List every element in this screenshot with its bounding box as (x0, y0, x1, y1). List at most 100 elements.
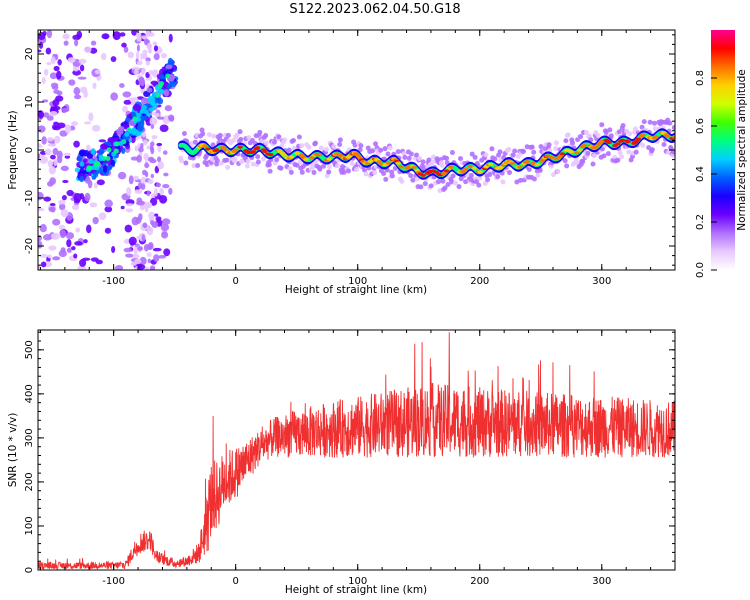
spectrogram-cell (487, 171, 493, 177)
spectrogram-cell (164, 105, 173, 112)
spectrogram-cell (168, 187, 173, 195)
spectrogram-cell (65, 232, 75, 240)
spectrogram-cell (225, 132, 231, 138)
spectrogram-cell (71, 246, 76, 251)
spectrogram-cell (128, 236, 137, 246)
spectrogram-cell (520, 148, 526, 154)
spectrogram-cell (122, 91, 132, 98)
spectrogram-cell (534, 163, 541, 167)
spectrogram-x-tick-label: 300 (592, 276, 611, 287)
spectrogram-cell (123, 247, 132, 253)
spectrogram-cell (71, 121, 79, 126)
spectrogram-cell (647, 119, 653, 125)
spectrogram-cell (153, 254, 160, 262)
spectrogram-cell (77, 154, 83, 163)
spectrogram-cell (160, 223, 170, 232)
spectrogram-cell (157, 160, 165, 170)
spectrogram-cell (529, 144, 535, 150)
spectrogram-cell (50, 232, 60, 240)
spectrogram-cell (399, 178, 405, 184)
spectrogram-cell (288, 155, 295, 159)
spectrogram-cell (98, 147, 105, 155)
colorbar-gradient (711, 30, 735, 270)
spectrogram-cell (214, 158, 220, 164)
spectrogram-cell (67, 57, 76, 63)
spectrogram-cell (125, 253, 134, 258)
spectrogram-cell (420, 173, 426, 177)
spectrogram-cell (84, 46, 92, 53)
spectrogram-cell (378, 147, 384, 153)
spectrogram-cell (619, 138, 626, 142)
spectrogram-cell (64, 124, 72, 134)
spectrogram-cell (294, 151, 300, 155)
spectrogram-cell (497, 149, 503, 155)
spectrogram-cell (79, 64, 85, 72)
spectrogram-cell (317, 166, 323, 172)
spectrogram-cell (381, 171, 387, 177)
spectrogram-cell (73, 192, 82, 202)
spectrogram-x-axis-label: Height of straight line (km) (285, 284, 427, 296)
spectrogram-cell (218, 160, 224, 166)
spectrogram-cell (583, 129, 589, 135)
spectrogram-cell (140, 176, 147, 185)
spectrogram-cell (288, 169, 294, 175)
spectrogram-cell (56, 150, 63, 160)
spectrogram-cell (98, 212, 107, 221)
spectrogram-cell (86, 153, 94, 159)
snr-y-tick-label: 500 (24, 340, 35, 359)
spectrogram-cell (510, 152, 516, 158)
spectrogram-cell (370, 148, 376, 154)
spectrogram-cell (113, 148, 119, 154)
spectrogram-cell (232, 148, 239, 152)
spectrogram-cell (66, 189, 74, 197)
spectrogram-cell (119, 32, 126, 37)
spectrogram-cell (395, 161, 402, 165)
spectrogram-cell (472, 154, 478, 160)
spectrogram-cell (145, 30, 151, 37)
spectrogram-cell (555, 168, 561, 174)
spectrogram-cell (74, 241, 83, 246)
spectrogram-cell (153, 53, 160, 61)
spectrogram-cell (75, 227, 81, 233)
spectrogram-cell (389, 173, 395, 179)
spectrogram-cell (139, 77, 145, 85)
spectrogram-cell (462, 167, 469, 171)
spectrogram-cell (147, 178, 154, 185)
spectrogram-cell (76, 161, 81, 168)
spectrogram-cell (506, 146, 512, 152)
spectrogram-cell (457, 156, 463, 162)
spectrogram-cell (136, 112, 142, 118)
spectrogram-cell (500, 179, 506, 185)
spectrogram-cell (131, 253, 140, 260)
spectrogram-cell (143, 37, 149, 46)
spectrogram-cell (123, 99, 132, 105)
spectrogram-cell (485, 177, 491, 183)
spectrogram-cell (51, 105, 61, 111)
spectrogram-cell (95, 259, 103, 265)
spectrogram-cell (38, 31, 46, 41)
spectrogram-cell (59, 229, 67, 239)
spectrogram-marks (38, 30, 675, 270)
spectrogram-cell (467, 164, 473, 168)
colorbar-tick-label: 0.8 (695, 70, 706, 86)
spectrogram-cell (653, 135, 659, 139)
spectrogram-cell (598, 139, 605, 143)
spectrogram-cell (402, 154, 408, 160)
spectrogram-cell (148, 70, 153, 76)
spectrogram-cell (157, 116, 165, 120)
colorbar-ticks: 0.0 0.2 0.4 0.6 0.8 (695, 70, 717, 278)
spectrogram-cell (144, 162, 149, 169)
spectrogram-cell (73, 140, 80, 148)
spectrogram-cell (133, 175, 139, 181)
spectrogram-cell (244, 163, 250, 169)
spectrogram-cell (90, 148, 96, 155)
spectrogram-cell (245, 158, 251, 164)
spectrogram-cell (130, 111, 137, 118)
spectrogram-cell (652, 126, 658, 132)
spectrogram-cell (483, 152, 489, 158)
spectrogram-cell (38, 241, 43, 249)
spectrogram-cell (331, 144, 337, 150)
spectrogram-cell (49, 177, 57, 185)
snr-ticks: -100 0 100 200 300 0 100 200 300 400 500 (24, 330, 676, 587)
snr-x-tick-label: 300 (592, 576, 611, 587)
